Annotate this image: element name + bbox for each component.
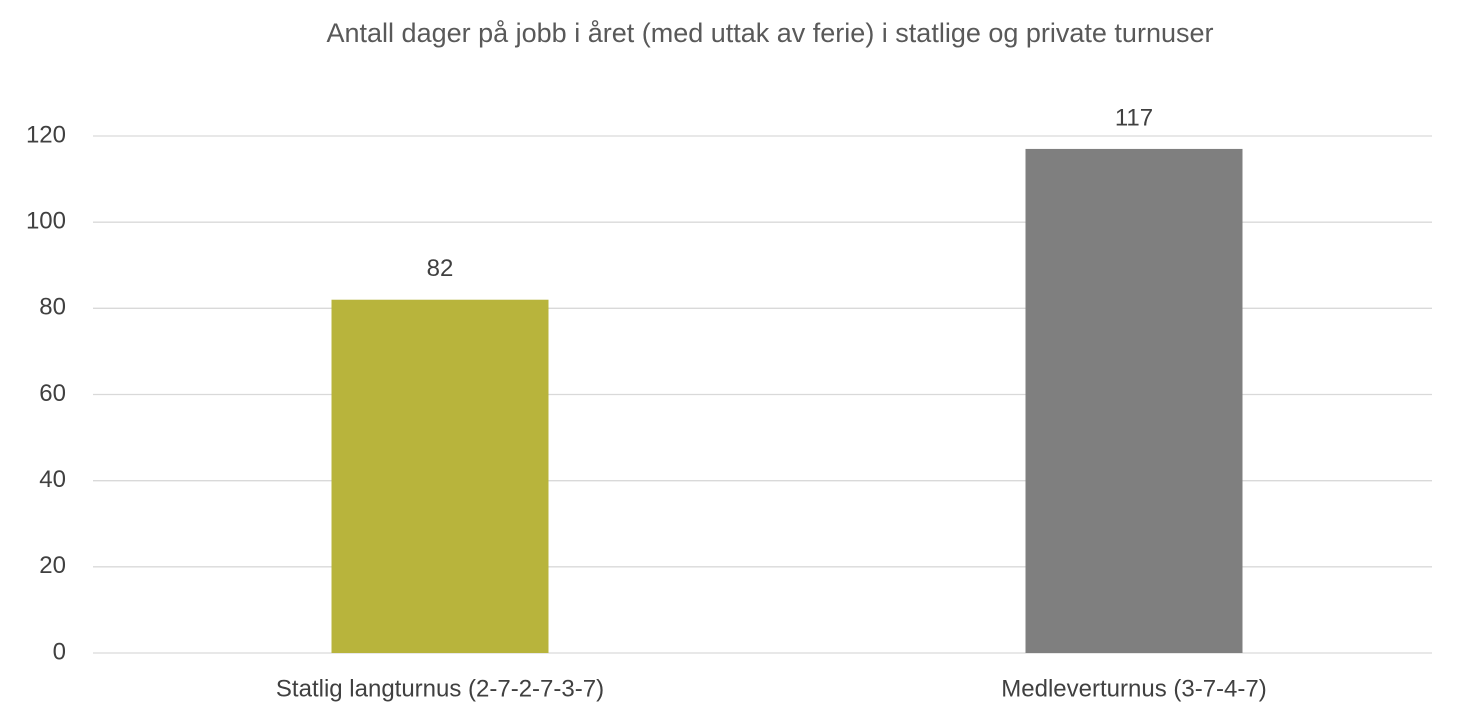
y-tick-label: 20 bbox=[39, 552, 66, 579]
y-tick-label: 0 bbox=[53, 638, 66, 665]
data-label: 117 bbox=[1115, 104, 1153, 131]
y-tick-label: 40 bbox=[39, 466, 66, 493]
x-tick-label: Statlig langturnus (2-7-2-7-3-7) bbox=[276, 675, 604, 702]
x-tick-label: Medleverturnus (3-7-4-7) bbox=[1001, 675, 1266, 702]
y-tick-label: 100 bbox=[26, 208, 66, 235]
y-tick-label: 80 bbox=[39, 294, 66, 321]
y-tick-label: 60 bbox=[39, 380, 66, 407]
y-tick-label: 120 bbox=[26, 121, 66, 148]
bar bbox=[1025, 148, 1243, 654]
chart-title: Antall dager på jobb i året (med uttak a… bbox=[327, 18, 1214, 48]
data-label: 82 bbox=[427, 255, 454, 282]
bar bbox=[331, 299, 549, 653]
